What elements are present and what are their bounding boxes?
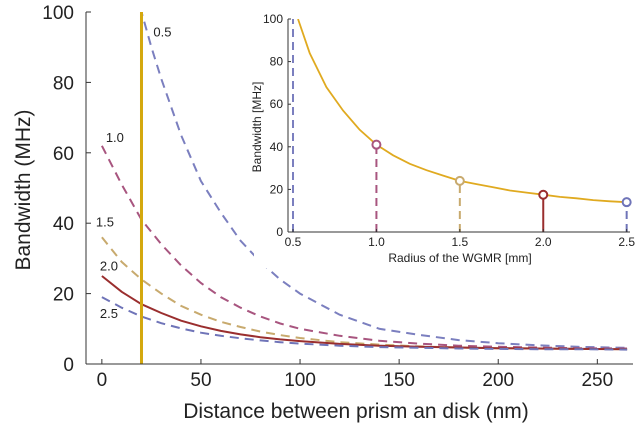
main-x-tick-label: 50 — [190, 370, 211, 391]
main-y-tick-label: 20 — [53, 285, 74, 306]
inset-x-tick-label: 1.0 — [368, 235, 385, 249]
inset-x-tick-label: 2.5 — [618, 235, 635, 249]
inset-marker-point — [621, 197, 632, 208]
inset-y-axis-title: Bandwidth [MHz] — [250, 82, 264, 173]
main-y-tick-label: 40 — [53, 214, 74, 235]
inset-background — [254, 6, 634, 268]
main-y-tick-label: 60 — [53, 144, 74, 165]
inset-y-tick-label: 80 — [270, 55, 284, 69]
inset-y-tick-label: 0 — [276, 225, 283, 239]
inset-y-tick-label: 100 — [263, 12, 283, 26]
inset-x-axis-title: Radius of the WGMR [mm] — [388, 251, 531, 265]
main-x-tick-label: 200 — [482, 370, 514, 391]
inset-marker-point — [538, 189, 549, 200]
main-series-2-5 — [101, 296, 628, 351]
main-y-tick-label: 80 — [53, 73, 74, 94]
main-curve-labels: 0.5 1.0 1.5 2.0 2.5 — [96, 25, 172, 322]
inset-plot: 0.5 1.0 1.5 2.0 2.5 0 20 40 60 80 100 Radius of th… — [250, 6, 635, 268]
main-series-0-5 — [140, 12, 628, 349]
main-series-2-0 — [101, 275, 628, 351]
main-series-1-0 — [101, 145, 628, 350]
inset-x-tick-label: 1.5 — [451, 235, 468, 249]
inset-y-tick-label: 20 — [270, 182, 284, 196]
inset-markers — [292, 19, 632, 232]
main-y-tick-label: 0 — [63, 355, 74, 376]
main-x-axis-title: Distance between prism an disk (nm) — [183, 400, 528, 423]
curve-label-1-5: 1.5 — [96, 215, 114, 230]
inset-y-tick-label: 60 — [270, 97, 284, 111]
curve-label-0-5: 0.5 — [153, 25, 171, 40]
curve-label-1-0: 1.0 — [106, 130, 124, 145]
main-y-tick-label: 100 — [42, 3, 74, 24]
inset-marker-point — [454, 175, 465, 186]
main-y-axis-title: Bandwidth (MHz) — [12, 109, 35, 270]
inset-y-tick-label: 40 — [270, 140, 284, 154]
inset-marker-point — [371, 139, 382, 150]
curve-label-2-0: 2.0 — [100, 259, 118, 274]
main-x-tick-label: 0 — [97, 370, 108, 391]
main-x-tick-label: 150 — [383, 370, 415, 391]
main-series-group — [101, 12, 628, 351]
inset-x-tick-label: 2.0 — [535, 235, 552, 249]
main-x-tick-label: 100 — [284, 370, 316, 391]
inset-axes: 0.5 1.0 1.5 2.0 2.5 0 20 40 60 80 100 — [263, 12, 635, 249]
inset-x-tick-label: 0.5 — [285, 235, 302, 249]
curve-label-2-5: 2.5 — [100, 306, 118, 321]
main-x-tick-label: 250 — [581, 370, 613, 391]
